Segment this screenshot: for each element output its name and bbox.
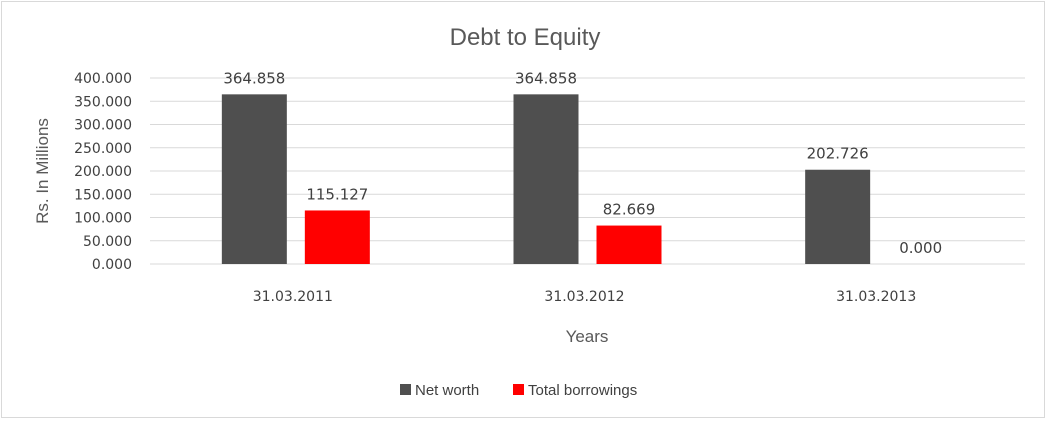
data-label: 364.858 — [223, 69, 285, 87]
bar-net-worth — [221, 94, 287, 264]
bars — [221, 94, 871, 264]
x-category-label: 31.03.2013 — [836, 289, 916, 305]
y-tick-label: 300.000 — [74, 118, 132, 134]
data-labels: 364.858 115.127 364.858 82.669 202.726 0.000 — [223, 69, 942, 257]
bar-total-borrowings — [304, 210, 370, 264]
x-axis-categories: 31.03.2011 31.03.2012 31.03.2013 — [253, 289, 917, 305]
x-axis-title: Years — [566, 327, 609, 346]
chart-title: Debt to Equity — [450, 24, 601, 51]
y-axis-ticks: 0.000 50.000 100.000 150.000 200.000 250.000 3… — [74, 71, 132, 273]
legend: Net worth Total borrowings — [400, 382, 637, 399]
data-label: 82.669 — [603, 201, 656, 219]
y-tick-label: 100.000 — [74, 211, 132, 227]
x-category-label: 31.03.2012 — [544, 289, 624, 305]
y-axis-title: Rs. In Millions — [33, 118, 52, 224]
legend-swatch — [513, 384, 524, 395]
y-tick-label: 200.000 — [74, 164, 132, 180]
bar-total-borrowings — [596, 225, 662, 264]
legend-swatch — [400, 384, 411, 395]
gridlines — [150, 77, 1025, 265]
legend-label: Total borrowings — [528, 382, 637, 399]
y-tick-label: 150.000 — [74, 187, 132, 203]
bar-net-worth — [513, 94, 579, 264]
data-label: 115.127 — [306, 185, 368, 203]
y-tick-label: 400.000 — [74, 71, 132, 87]
y-tick-label: 250.000 — [74, 141, 132, 157]
data-label: 0.000 — [899, 239, 942, 257]
bar-net-worth — [805, 169, 871, 264]
data-label: 202.726 — [807, 145, 869, 163]
data-label: 364.858 — [515, 69, 577, 87]
x-category-label: 31.03.2011 — [253, 289, 333, 305]
y-tick-label: 0.000 — [92, 257, 132, 273]
y-tick-label: 50.000 — [83, 234, 132, 250]
legend-label: Net worth — [415, 382, 479, 399]
y-tick-label: 350.000 — [74, 94, 132, 110]
